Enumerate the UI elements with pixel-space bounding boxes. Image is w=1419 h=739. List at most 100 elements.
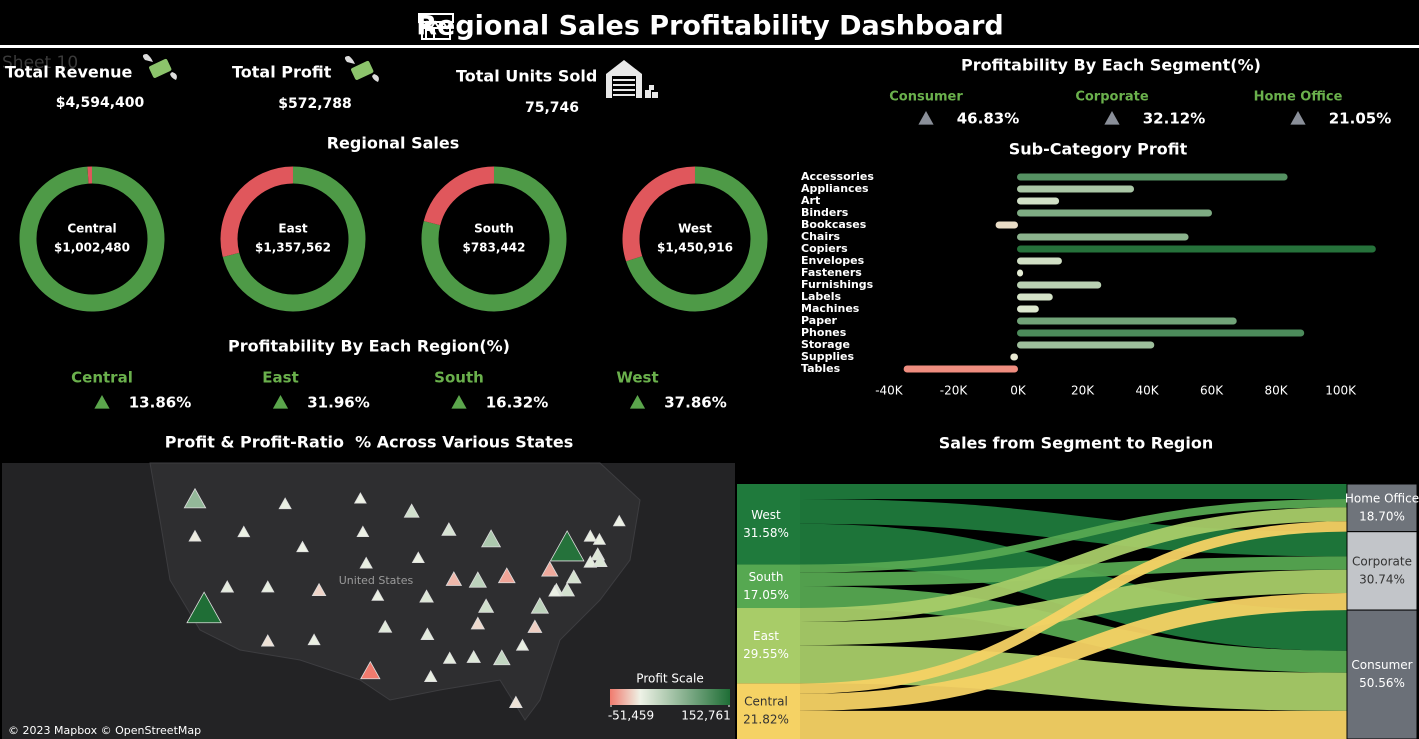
state-marker: [541, 560, 559, 577]
sankey-flow: [799, 592, 1348, 711]
donut-arc: [19, 166, 165, 312]
y-tick-label: Labels: [801, 290, 842, 303]
y-tick-label: Tables: [801, 362, 841, 375]
bar: [1016, 305, 1039, 313]
indicator-triangle: [1104, 111, 1120, 125]
source-value: 31.58%: [743, 526, 789, 540]
chart-title: Sub-Category Profit: [1009, 140, 1188, 159]
bar: [1016, 173, 1288, 181]
y-tick-label: Binders: [801, 206, 849, 219]
state-marker: [237, 525, 251, 538]
target-name: Consumer: [1351, 658, 1412, 672]
state-marker: [493, 649, 511, 666]
donut-arc: [222, 166, 366, 312]
y-tick-label: Envelopes: [801, 254, 865, 267]
donut-label: West: [678, 222, 712, 236]
target-node: [1346, 483, 1418, 533]
warehouse-icon: [606, 60, 658, 98]
state-marker: [527, 619, 543, 633]
sankey-flow: [799, 645, 1348, 711]
state-marker: [278, 497, 292, 510]
indicator-name: East: [262, 369, 298, 387]
indicator-value: 31.96%: [307, 394, 369, 412]
map-points: [183, 487, 626, 709]
indicator-value: 21.05%: [1329, 110, 1391, 128]
state-marker: [378, 619, 393, 633]
state-marker: [468, 571, 487, 588]
target-name: Home Office: [1345, 491, 1419, 505]
bar: [1016, 209, 1212, 217]
indicator-triangle: [629, 395, 646, 409]
bar: [1016, 185, 1135, 193]
indicator-triangle: [918, 111, 934, 125]
state-marker: [478, 598, 495, 613]
source-name: East: [753, 629, 779, 643]
target-value: 50.56%: [1359, 676, 1405, 690]
state-marker: [356, 525, 370, 538]
source-name: West: [751, 508, 781, 522]
state-marker: [592, 532, 607, 545]
state-marker: [403, 503, 420, 518]
state-marker: [420, 627, 435, 641]
y-tick-label: Supplies: [801, 350, 855, 363]
map-annotation: United States: [339, 574, 414, 587]
x-tick-label: -40K: [875, 384, 904, 398]
state-marker: [548, 584, 562, 597]
state-marker: [549, 530, 585, 562]
source-value: 29.55%: [743, 647, 789, 661]
indicator-name: Central: [71, 369, 133, 387]
sankey-flow: [799, 507, 1348, 623]
indicator-triangle: [94, 395, 110, 409]
state-marker: [186, 591, 222, 624]
indicator-value: 46.83%: [957, 110, 1019, 128]
bar: [1016, 317, 1237, 325]
indicator-triangle: [451, 395, 467, 409]
money-icon: [344, 56, 379, 82]
x-tick-label: 0K: [1010, 384, 1027, 398]
source-value: 21.82%: [743, 713, 789, 727]
kpi-label: Total Units Sold: [456, 67, 597, 86]
bar: [1016, 293, 1053, 301]
x-tick-label: 20K: [1071, 384, 1095, 398]
donut-value: $1,357,562: [255, 241, 331, 255]
chart-title: Profit & Profit-Ratio % Across Various S…: [165, 433, 573, 452]
state-marker: [371, 589, 385, 601]
state-marker: [188, 529, 202, 542]
state-marker: [508, 695, 523, 709]
sankey-flow: [799, 586, 1348, 673]
target-node: [1346, 609, 1418, 739]
donut-label: South: [474, 222, 514, 236]
state-marker: [565, 569, 582, 584]
indicator-value: 13.86%: [129, 394, 191, 412]
y-tick-label: Machines: [801, 302, 860, 315]
sankey-flow: [799, 523, 1348, 651]
y-tick-label: Phones: [801, 326, 847, 339]
bar: [1016, 233, 1189, 241]
bar: [1016, 257, 1062, 265]
sankey-flow: [799, 499, 1348, 573]
donut-arc: [220, 166, 294, 258]
indicator-name: Corporate: [1075, 90, 1149, 105]
y-tick-label: Furnishings: [801, 278, 874, 291]
target-name: Corporate: [1352, 554, 1412, 568]
state-marker: [307, 633, 321, 646]
dashboard-title: Regional Sales Profitability Dashboard: [416, 11, 1004, 42]
state-marker: [220, 580, 235, 593]
state-marker: [311, 582, 327, 597]
state-marker: [442, 651, 457, 664]
x-tick-label: 100K: [1325, 384, 1357, 398]
sheet-label: Sheet 10: [2, 53, 78, 73]
indicator-value: 16.32%: [486, 394, 548, 412]
state-marker: [260, 634, 275, 647]
source-name: Central: [744, 695, 788, 709]
state-marker: [183, 487, 207, 509]
legend-bar: [610, 689, 730, 705]
indicator-value: 32.12%: [1143, 110, 1205, 128]
kpi-value: 75,746: [525, 100, 579, 116]
indicator-value: 37.86%: [664, 394, 726, 412]
y-tick-label: Art: [801, 194, 820, 207]
bar: [1016, 329, 1305, 337]
bar: [1016, 197, 1060, 205]
